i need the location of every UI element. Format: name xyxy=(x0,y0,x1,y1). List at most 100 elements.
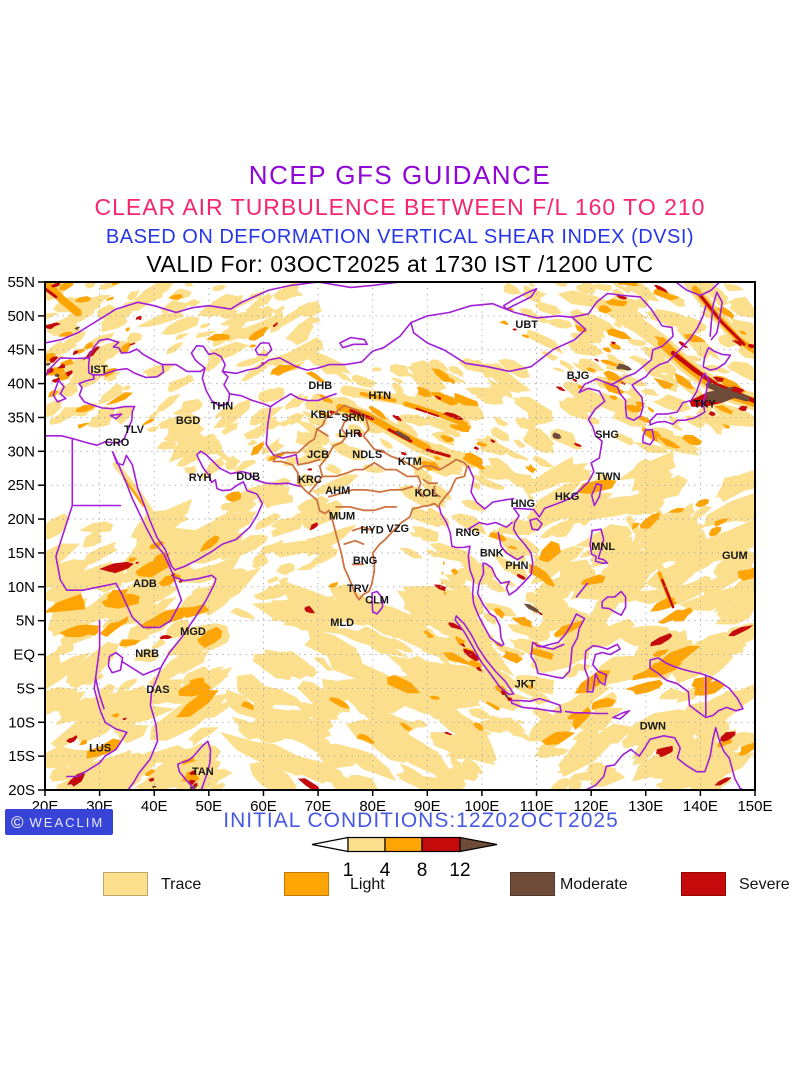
colorbar-segment xyxy=(421,836,461,853)
lat-tick-label: 35N xyxy=(7,409,35,426)
lon-tick-label: 130E xyxy=(628,798,663,815)
legend-swatch-light xyxy=(284,872,329,896)
station-label: HKG xyxy=(555,491,579,503)
legend-swatch-moderate xyxy=(510,872,555,896)
station-label: CRO xyxy=(105,437,130,449)
station-label: JKT xyxy=(515,679,536,691)
south-asia-borders xyxy=(272,404,469,601)
lon-tick-label: 110E xyxy=(520,798,554,815)
weaclim-logo-text: WEACLIM xyxy=(29,814,105,830)
station-label: BNG xyxy=(353,555,377,567)
station-label: HNG xyxy=(511,498,535,510)
legend-swatch-trace xyxy=(103,872,148,896)
copyright-icon: © xyxy=(11,812,24,832)
lat-tick-label: 20N xyxy=(7,511,35,528)
title-model: NCEP GFS GUIDANCE xyxy=(248,160,552,190)
station-label: LUS xyxy=(89,742,111,754)
lon-tick-label: 80E xyxy=(359,798,386,815)
colorbar-svg: 1 4 8 12 xyxy=(311,836,498,881)
station-label: BNK xyxy=(480,547,504,559)
station-label: TLV xyxy=(124,424,145,436)
station-label: UBT xyxy=(515,319,538,331)
station-label: AHM xyxy=(325,485,350,497)
station-label: VZG xyxy=(387,523,410,535)
lat-tick-label: 5S xyxy=(17,680,35,697)
lat-tick-label: 15S xyxy=(8,748,35,765)
station-label: ADB xyxy=(133,578,157,590)
lon-tick-label: 90E xyxy=(414,798,441,815)
station-label: TKY xyxy=(694,398,717,410)
colorbar-segment xyxy=(384,836,423,853)
weaclim-logo: © WEACLIM xyxy=(5,809,114,835)
lon-tick-label: 150E xyxy=(737,798,772,815)
intensity-colorbar: 1 4 8 12 xyxy=(306,835,506,886)
station-label: KRC xyxy=(298,474,322,486)
turbulence-shading xyxy=(45,282,755,790)
lat-tick-label: 25N xyxy=(7,477,35,494)
lon-tick-label: 100E xyxy=(464,798,499,815)
station-label: IST xyxy=(91,364,108,376)
lat-tick-label: 50N xyxy=(7,308,35,325)
colorbar-right-tip xyxy=(459,836,498,853)
station-label: DWN xyxy=(640,721,666,733)
title-valid-time: VALID For: 03OCT2025 at 1730 IST /1200 U… xyxy=(146,251,654,277)
station-label: MNL xyxy=(591,541,615,553)
station-label: JCB xyxy=(307,449,329,461)
station-label: NRB xyxy=(135,648,159,660)
lat-tick-label: 55N xyxy=(7,274,35,291)
station-label: KOL xyxy=(415,488,439,500)
initial-conditions-text: INITIAL CONDITIONS:12Z02OCT2025 xyxy=(223,809,619,832)
station-label: DAS xyxy=(146,684,169,696)
station-label: CLM xyxy=(365,595,389,607)
lat-tick-label: 5N xyxy=(16,613,35,630)
lon-tick-label: 140E xyxy=(683,798,718,815)
lat-tick-label: 10S xyxy=(8,714,35,731)
colorbar-tick-label: 4 xyxy=(380,860,391,881)
legend-label-moderate: Moderate xyxy=(560,876,628,893)
station-label: HYD xyxy=(361,524,384,536)
colorbar-segment xyxy=(347,836,386,853)
lon-tick-label: 120E xyxy=(574,798,609,815)
lat-tick-label: 40N xyxy=(7,376,35,393)
station-label: BJG xyxy=(567,370,590,382)
legend-label-light: Light xyxy=(350,876,385,893)
colorbar-tick-label: 1 xyxy=(343,860,354,881)
station-label: DHB xyxy=(308,380,332,392)
station-label: HTN xyxy=(368,390,391,402)
station-label: DUB xyxy=(236,471,260,483)
station-label: TAN xyxy=(192,766,214,778)
station-label: GUM xyxy=(722,550,748,562)
station-label: KBL xyxy=(311,409,334,421)
lat-tick-label: 45N xyxy=(7,342,35,359)
lat-tick-label: 15N xyxy=(7,545,35,562)
station-label: MLD xyxy=(330,617,354,629)
station-label: THN xyxy=(211,400,234,412)
lon-tick-label: 40E xyxy=(141,798,168,815)
title-product: CLEAR AIR TURBULENCE BETWEEN F/L 160 TO … xyxy=(94,194,706,220)
station-label: NDLS xyxy=(352,449,382,461)
station-label: SHG xyxy=(595,429,619,441)
station-label: TRV xyxy=(347,583,369,595)
lat-tick-label: 30N xyxy=(7,443,35,460)
station-label: KTM xyxy=(398,456,422,468)
lat-tick-label: 20S xyxy=(8,782,35,799)
legend-swatch-severe xyxy=(681,872,726,896)
coastlines-borders xyxy=(45,282,745,790)
colorbar-tick-label: 12 xyxy=(449,860,470,881)
station-label: MGD xyxy=(180,626,206,638)
station-label: LHR xyxy=(338,428,361,440)
title-method: BASED ON DEFORMATION VERTICAL SHEAR INDE… xyxy=(105,226,695,248)
station-label: PHN xyxy=(505,560,528,572)
lat-tick-label: 10N xyxy=(7,579,35,596)
lat-tick-label: EQ xyxy=(13,647,35,664)
lon-tick-label: 60E xyxy=(250,798,277,815)
lon-tick-label: 50E xyxy=(195,798,222,815)
legend-label-severe: Severe xyxy=(739,876,790,893)
station-label: RYH xyxy=(189,472,212,484)
station-label: BGD xyxy=(176,415,201,427)
lon-tick-label: 70E xyxy=(305,798,332,815)
station-label: TWN xyxy=(596,471,621,483)
